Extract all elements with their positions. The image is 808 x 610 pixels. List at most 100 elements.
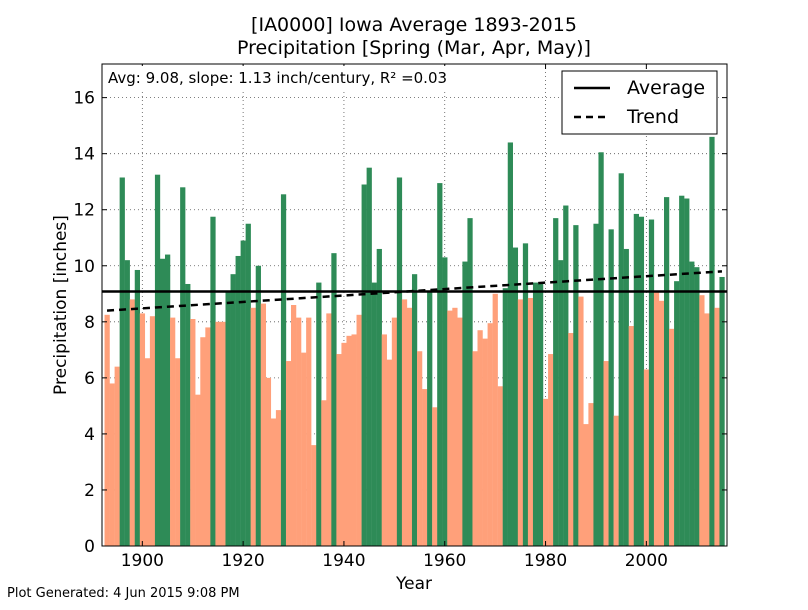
bar-1955 (417, 351, 423, 546)
bar-1910 (190, 319, 196, 546)
bar-1899 (134, 269, 141, 546)
bar-1977 (527, 297, 534, 546)
bar-1974 (512, 247, 519, 547)
bar-1988 (583, 424, 589, 546)
bar-1934 (311, 445, 317, 546)
bar-1901 (144, 358, 151, 546)
bar-1995 (618, 173, 624, 546)
bar-2004 (663, 197, 670, 546)
x-axis-label: Year (395, 574, 432, 594)
bar-1987 (578, 296, 584, 546)
bar-1959 (437, 183, 443, 547)
bar-1991 (598, 152, 604, 546)
plot-frame (101, 63, 728, 547)
bar-1982 (553, 218, 559, 546)
bar-1945 (366, 167, 372, 547)
bar-1923 (255, 265, 261, 546)
bar-2012 (704, 313, 710, 546)
bar-1962 (452, 307, 458, 546)
x-tick-label: 2000 (625, 551, 668, 571)
bar-1915 (215, 321, 221, 546)
bar-1949 (386, 359, 393, 546)
bar-1978 (532, 282, 539, 546)
bar-1936 (321, 400, 327, 546)
stats-annotation: Avg: 9.08, slope: 1.13 inch/century, R² … (108, 69, 447, 87)
y-tick-label: 8 (84, 313, 95, 333)
bar-1952 (401, 299, 408, 546)
bar-1930 (291, 305, 297, 546)
bar-2009 (689, 261, 695, 546)
legend-trend-label: Trend (626, 106, 679, 128)
x-tick-label: 1940 (322, 551, 365, 571)
y-tick-label: 12 (73, 201, 95, 221)
bar-2000 (643, 369, 650, 546)
bar-2011 (699, 295, 705, 546)
bar-1960 (442, 257, 448, 546)
bar-1893 (104, 314, 110, 546)
bar-1963 (457, 317, 463, 546)
bar-1898 (129, 299, 135, 546)
x-tick-label: 1960 (423, 551, 466, 571)
bar-1966 (472, 351, 478, 546)
bar-1989 (588, 403, 594, 546)
plot-generated-footer: Plot Generated: 4 Jun 2015 9:08 PM (7, 586, 240, 601)
x-tick-label: 1980 (524, 551, 567, 571)
bar-1965 (467, 218, 473, 546)
bar-1957 (427, 290, 433, 546)
bar-2010 (694, 267, 700, 546)
y-tick-label: 10 (73, 257, 95, 277)
bar-1953 (406, 307, 413, 546)
bar-1986 (573, 225, 579, 546)
bar-1968 (482, 338, 488, 546)
legend-box (561, 70, 718, 135)
bar-1914 (210, 216, 216, 546)
bar-1950 (391, 317, 398, 546)
legend-average-label: Average (627, 77, 705, 99)
bar-1903 (154, 174, 161, 546)
bar-1906 (170, 317, 176, 546)
y-tick-label: 0 (84, 537, 95, 557)
bar-1954 (411, 274, 418, 546)
bar-1938 (331, 253, 337, 546)
bar-1905 (165, 254, 171, 546)
y-tick-label: 16 (73, 89, 95, 109)
bar-1897 (124, 260, 130, 546)
bar-1948 (381, 334, 387, 546)
bar-1904 (159, 258, 166, 546)
bar-1894 (109, 383, 115, 546)
bar-1917 (225, 290, 231, 546)
bar-1941 (346, 335, 352, 546)
x-tick-label: 1900 (121, 551, 164, 571)
bar-1913 (205, 327, 211, 546)
bar-1943 (356, 314, 362, 546)
bar-1932 (301, 352, 307, 546)
trend-line (106, 270, 723, 312)
bar-1939 (336, 354, 342, 546)
bar-1980 (543, 398, 549, 546)
bar-1956 (422, 389, 428, 546)
bar-1984 (563, 205, 569, 546)
y-tick-label: 6 (84, 369, 95, 389)
bar-1925 (265, 377, 272, 546)
bar-1931 (296, 317, 302, 546)
legend: Average Trend (561, 70, 718, 135)
bar-2002 (653, 292, 660, 546)
y-tick-label: 2 (84, 481, 95, 501)
bar-1985 (568, 333, 574, 546)
chart-title-line2: Precipitation [Spring (Mar, Apr, May)] (237, 37, 591, 59)
bar-1919 (235, 255, 241, 547)
bar-1928 (280, 194, 287, 546)
bar-1942 (351, 334, 357, 546)
bar-2014 (714, 307, 720, 546)
bar-2003 (658, 300, 665, 546)
y-tick-label: 4 (84, 425, 95, 445)
bar-2015 (719, 276, 725, 546)
bar-1947 (376, 248, 382, 546)
bar-2006 (674, 281, 680, 546)
bar-1979 (537, 283, 544, 546)
bar-1976 (522, 243, 529, 547)
bar-1999 (638, 216, 645, 546)
bars (104, 136, 725, 547)
bar-1929 (285, 361, 292, 546)
